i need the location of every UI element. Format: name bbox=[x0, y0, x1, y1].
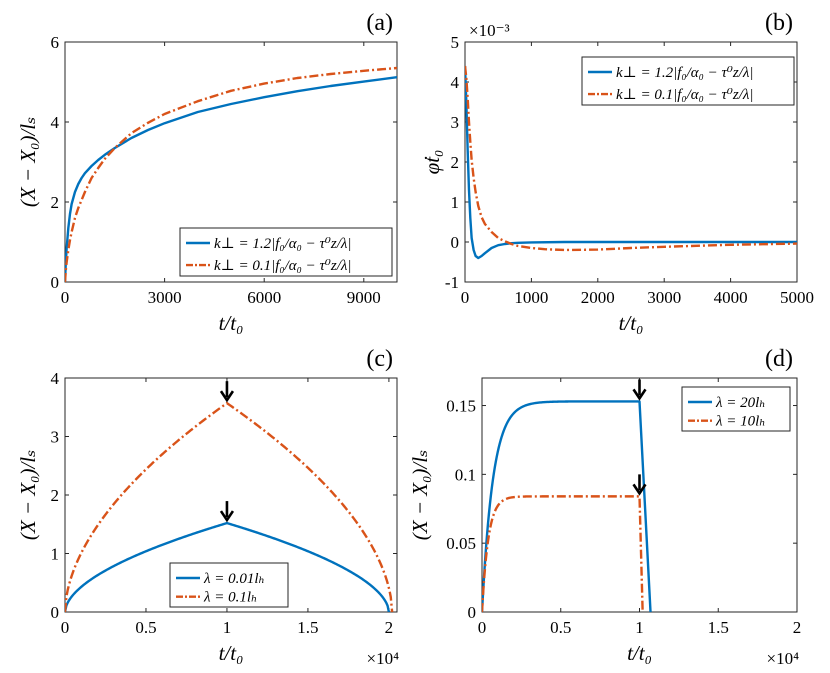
legend-entry-1: k⊥ = 1.2|f₀/α₀ − τ⁰z/λ| bbox=[616, 65, 754, 81]
x-tick-label: 6000 bbox=[247, 288, 281, 307]
series-line-1 bbox=[482, 400, 652, 612]
y-axis-label: (X − X₀)/lₛ bbox=[16, 117, 40, 207]
legend-entry-1: λ = 0.01lₕ bbox=[203, 571, 265, 587]
arrow-marker bbox=[632, 379, 647, 401]
x-tick-label: 1.5 bbox=[297, 618, 318, 637]
legend-entry-2: λ = 0.1lₕ bbox=[203, 590, 258, 606]
y-tick-label: 3 bbox=[51, 428, 60, 447]
y-tick-label: 0.05 bbox=[446, 534, 476, 553]
x-tick-label: 1 bbox=[635, 618, 644, 637]
x-tick-label: 2 bbox=[793, 618, 802, 637]
series-line-2 bbox=[482, 495, 644, 612]
arrow-marker bbox=[219, 501, 235, 523]
legend-entry-1: k⊥ = 1.2|f₀/α₀ − τ⁰z/λ| bbox=[214, 236, 352, 252]
y-axis-label: (X − X₀)/lₛ bbox=[408, 450, 432, 540]
arrow-marker bbox=[632, 474, 647, 496]
legend-box bbox=[179, 227, 393, 277]
panel-label: (b) bbox=[765, 10, 793, 36]
legend-entry-2: λ = 10lₕ bbox=[715, 414, 766, 430]
legend: k⊥ = 1.2|f₀/α₀ − τ⁰z/λ| k⊥ = 0.1|f₀/α₀ − … bbox=[581, 56, 795, 106]
x-exponent-label: ×10⁴ bbox=[366, 649, 399, 668]
y-tick-label: 2 bbox=[451, 153, 460, 172]
x-tick-label: 0 bbox=[61, 288, 70, 307]
x-tick-label: 0 bbox=[478, 618, 487, 637]
x-tick-label: 3000 bbox=[647, 288, 681, 307]
y-tick-label: 1 bbox=[451, 193, 460, 212]
y-tick-label: 4 bbox=[51, 369, 60, 388]
series-line-1 bbox=[65, 521, 391, 612]
x-tick-label: 2 bbox=[385, 618, 394, 637]
panel-label: (a) bbox=[366, 10, 393, 36]
x-tick-label: 0.5 bbox=[550, 618, 571, 637]
y-tick-label: 0.1 bbox=[455, 465, 476, 484]
x-tick-label: 4000 bbox=[714, 288, 748, 307]
legend-box bbox=[169, 562, 289, 608]
legend: λ = 0.01lₕ λ = 0.1lₕ bbox=[169, 562, 289, 608]
x-exponent-label: ×10⁴ bbox=[766, 649, 799, 668]
x-axis-label: t/t₀ bbox=[219, 641, 244, 665]
panel-b: 0 1000 2000 3000 4000 5000-1012345×10⁻³t/t₀φ̇… bbox=[420, 10, 814, 335]
y-tick-label: 2 bbox=[51, 486, 60, 505]
panel-label: (c) bbox=[366, 346, 393, 372]
x-tick-label: 1000 bbox=[514, 288, 548, 307]
y-exponent-label: ×10⁻³ bbox=[469, 21, 510, 40]
x-tick-label: 0 bbox=[461, 288, 470, 307]
series-line-1 bbox=[65, 76, 397, 282]
y-tick-label: 3 bbox=[451, 113, 460, 132]
y-axis-label: φ̇t₀ bbox=[420, 150, 444, 175]
x-axis-label: t/t₀ bbox=[619, 311, 644, 335]
y-tick-label: 0.15 bbox=[446, 397, 476, 416]
y-tick-label: 0 bbox=[451, 233, 460, 252]
y-tick-label: 0 bbox=[51, 603, 60, 622]
legend-entry-2: k⊥ = 0.1|f₀/α₀ − τ⁰z/λ| bbox=[616, 87, 754, 103]
series-line-2 bbox=[65, 66, 397, 282]
panel-c: 0 0.5 1 1.5 2 0 1 2 3 4 ×10⁴ t/t₀ (X − X₀)/lₛ (c) λ = … bbox=[16, 346, 399, 668]
x-tick-label: 1.5 bbox=[708, 618, 729, 637]
y-tick-label: 0 bbox=[468, 603, 477, 622]
panel-a: 0 3000 6000 9000 0 2 4 6 t/t₀ (X − X₀)/lₛ (a) k⊥ = … bbox=[16, 10, 398, 335]
y-tick-label: 2 bbox=[51, 193, 60, 212]
y-tick-label: 4 bbox=[451, 73, 460, 92]
arrow-marker bbox=[219, 381, 235, 403]
y-tick-label: -1 bbox=[445, 273, 459, 292]
series-line-2 bbox=[465, 65, 797, 252]
x-tick-label: 0.5 bbox=[135, 618, 156, 637]
y-tick-label: 1 bbox=[51, 545, 60, 564]
y-tick-label: 6 bbox=[51, 33, 60, 52]
y-axis-label: (X − X₀)/lₛ bbox=[16, 450, 40, 540]
legend-box bbox=[581, 56, 795, 106]
legend-entry-2: k⊥ = 0.1|f₀/α₀ − τ⁰z/λ| bbox=[214, 258, 352, 274]
legend: k⊥ = 1.2|f₀/α₀ − τ⁰z/λ| k⊥ = 0.1|f₀/α₀ − … bbox=[179, 227, 393, 277]
x-tick-label: 1 bbox=[223, 618, 232, 637]
x-tick-label: 3000 bbox=[148, 288, 182, 307]
y-tick-label: 4 bbox=[51, 113, 60, 132]
series-line-1 bbox=[465, 65, 797, 260]
x-tick-label: 9000 bbox=[347, 288, 381, 307]
panel-label: (d) bbox=[765, 346, 793, 372]
legend-entry-1: λ = 20lₕ bbox=[715, 395, 766, 411]
legend-box bbox=[681, 386, 791, 432]
axes-box bbox=[64, 41, 398, 283]
x-axis-label: t/t₀ bbox=[627, 641, 652, 665]
series-line-2 bbox=[65, 401, 394, 612]
panel-d: 0 0.5 1 1.5 2 0 0.05 0.1 0.15 ×10⁴ t/t₀ (X − X₀)/lₛ… bbox=[408, 346, 801, 668]
y-tick-label: 5 bbox=[451, 33, 460, 52]
legend: λ = 20lₕ λ = 10lₕ bbox=[681, 386, 791, 432]
x-tick-label: 2000 bbox=[581, 288, 615, 307]
x-tick-label: 5000 bbox=[780, 288, 814, 307]
y-tick-label: 0 bbox=[51, 273, 60, 292]
x-axis-label: t/t₀ bbox=[219, 311, 244, 335]
x-tick-label: 0 bbox=[61, 618, 70, 637]
